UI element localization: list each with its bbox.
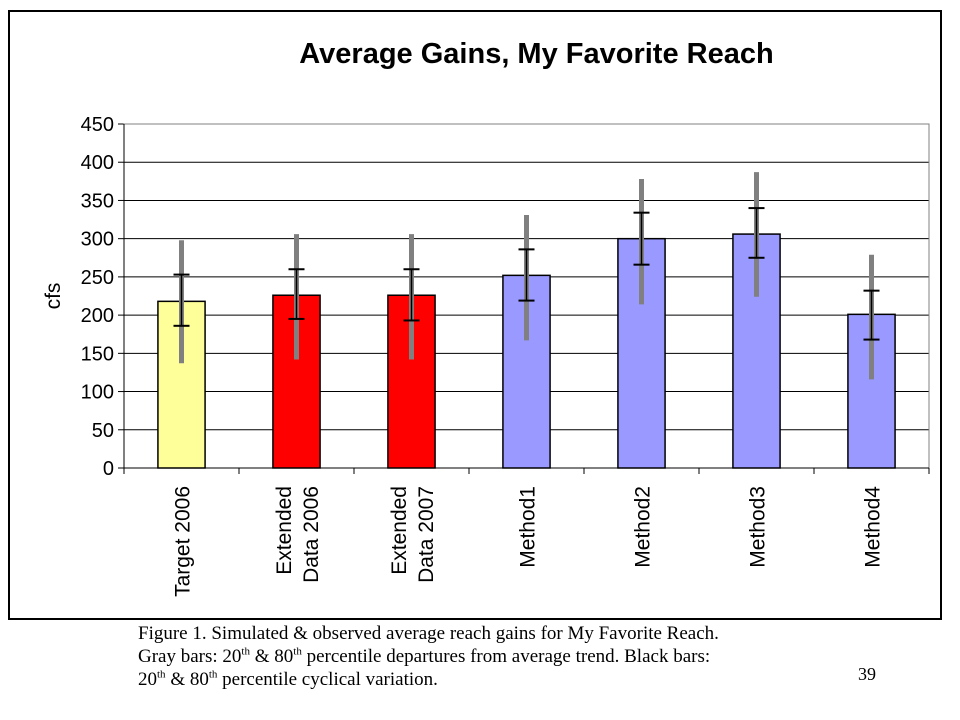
x-category-label: Method4 [862,486,885,568]
y-tick-label: 350 [81,190,114,212]
chart: Average Gains, My Favorite Reach 0 50 100 15… [42,38,930,597]
caption-line-2: Gray bars: 20th & 80th percentile depart… [138,645,711,667]
y-tick-label: 0 [103,458,114,480]
x-category-label: Extended [273,486,296,575]
x-category-label: Method2 [632,486,655,568]
page-number: 39 [858,664,876,684]
y-tick-label: 300 [81,229,114,251]
figure-caption: Figure 1. Simulated & observed average r… [138,622,838,691]
y-tick-label: 150 [81,343,114,365]
caption-line-1: Figure 1. Simulated & observed average r… [138,623,719,644]
x-category-label: Method3 [747,486,770,568]
x-category-label: Data 2006 [300,486,323,583]
caption-line-3: 20th & 80th percentile cyclical variatio… [138,668,438,690]
y-tick-label: 400 [81,152,114,174]
chart-frame: Average Gains, My Favorite Reach 0 50 100 15… [8,10,942,620]
y-tick-label: 200 [81,305,114,327]
x-category-label: Target 2006 [172,486,195,597]
y-tick-label: 250 [81,267,114,289]
x-category-label: Data 2007 [415,486,438,583]
y-tick-label: 100 [81,382,114,404]
y-tick-label: 50 [92,420,114,442]
x-category-label: Extended [388,486,411,575]
y-axis-label: cfs [42,283,65,310]
y-tick-label: 450 [81,114,114,136]
x-category-label: Method1 [517,486,540,568]
chart-title: Average Gains, My Favorite Reach [299,38,773,70]
